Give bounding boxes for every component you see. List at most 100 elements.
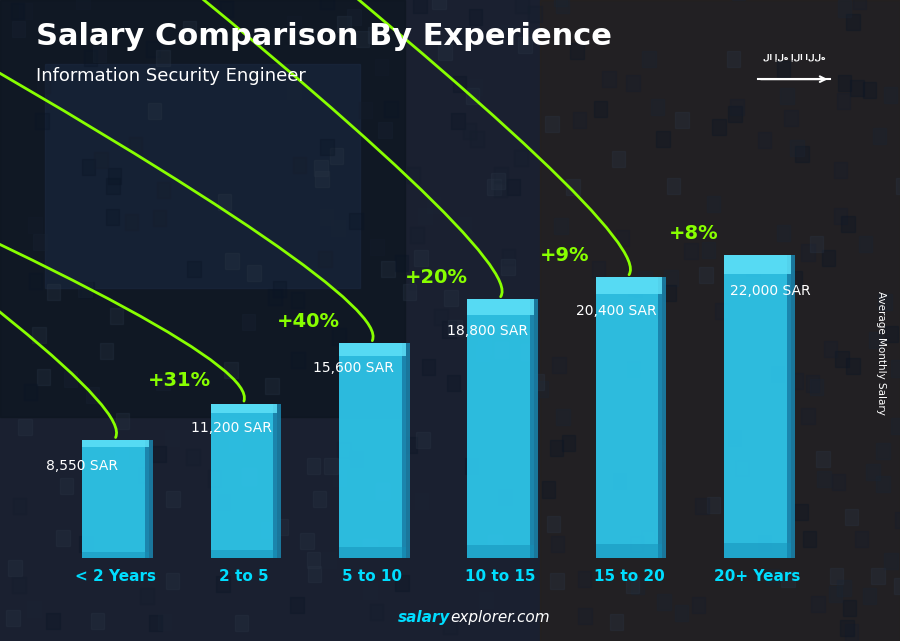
Bar — [273, 281, 286, 297]
Bar — [578, 571, 591, 587]
Bar — [152, 446, 166, 462]
Bar — [724, 542, 791, 558]
Bar — [542, 481, 555, 497]
Bar — [514, 150, 527, 166]
Bar — [667, 178, 680, 194]
Bar — [13, 577, 26, 593]
Bar — [554, 0, 567, 6]
Bar — [333, 470, 346, 486]
Bar — [291, 292, 304, 308]
Bar — [777, 226, 790, 242]
Bar — [843, 600, 857, 616]
Bar — [716, 303, 729, 319]
Bar — [494, 167, 508, 183]
Bar — [110, 308, 123, 324]
Bar — [877, 443, 890, 459]
Bar — [692, 597, 706, 613]
Bar — [895, 512, 900, 528]
Bar — [8, 560, 22, 576]
Bar — [216, 576, 230, 592]
Bar — [187, 261, 201, 277]
Bar — [37, 77, 50, 93]
Bar — [148, 103, 161, 119]
Bar — [350, 451, 364, 467]
Bar — [830, 569, 843, 585]
Bar — [332, 328, 346, 344]
Bar — [76, 0, 90, 8]
Bar — [224, 413, 238, 429]
Bar — [379, 122, 392, 138]
Text: 11,200 SAR: 11,200 SAR — [191, 422, 272, 435]
Bar — [817, 471, 831, 487]
Bar — [480, 592, 493, 608]
Bar — [116, 413, 130, 429]
Bar — [551, 536, 564, 552]
Bar — [320, 209, 333, 225]
Text: 22,000 SAR: 22,000 SAR — [730, 283, 811, 297]
Bar — [79, 536, 93, 552]
Bar — [789, 374, 803, 390]
Bar — [292, 353, 305, 369]
Bar — [597, 425, 610, 441]
Bar — [463, 122, 476, 138]
Bar — [33, 234, 47, 250]
Text: Information Security Engineer: Information Security Engineer — [36, 67, 306, 85]
Bar — [634, 488, 647, 504]
Bar — [891, 419, 900, 435]
Bar — [229, 436, 242, 452]
Bar — [470, 131, 483, 147]
Bar — [885, 326, 898, 342]
Bar — [838, 75, 851, 91]
Bar — [552, 357, 565, 373]
Bar — [82, 440, 149, 447]
Bar — [432, 0, 446, 10]
Bar — [833, 162, 847, 178]
Bar — [140, 588, 154, 604]
Bar — [274, 404, 282, 558]
Bar — [642, 51, 655, 67]
Bar — [556, 409, 570, 425]
Bar — [610, 614, 624, 630]
Bar — [315, 171, 328, 187]
Bar — [547, 515, 561, 531]
Bar — [724, 256, 791, 274]
Bar — [413, 0, 427, 13]
Bar — [158, 614, 171, 630]
Bar — [755, 494, 769, 510]
Bar — [265, 378, 278, 394]
Bar — [616, 230, 629, 246]
Bar — [702, 242, 716, 258]
Bar — [835, 351, 849, 367]
Bar — [414, 250, 427, 266]
Bar — [832, 474, 845, 490]
Bar — [803, 531, 816, 547]
Bar — [384, 101, 398, 117]
Bar — [841, 620, 854, 636]
Bar — [268, 289, 282, 305]
Bar — [545, 116, 559, 132]
Bar — [554, 218, 568, 234]
Bar — [758, 535, 771, 551]
Bar — [287, 83, 301, 99]
Bar — [478, 338, 491, 354]
Bar — [19, 3, 32, 19]
Bar — [467, 299, 534, 558]
Bar — [125, 214, 139, 230]
Bar — [23, 384, 37, 400]
Bar — [530, 299, 538, 558]
Bar — [628, 281, 642, 297]
Bar — [217, 494, 230, 510]
Bar — [458, 217, 472, 233]
Bar — [108, 168, 122, 184]
Bar — [770, 365, 784, 381]
Bar — [307, 553, 320, 569]
Bar — [84, 50, 97, 66]
Bar — [115, 443, 129, 459]
Bar — [594, 101, 608, 117]
Bar — [331, 220, 345, 236]
Bar — [863, 588, 877, 604]
Bar — [395, 575, 409, 591]
Bar — [894, 578, 900, 594]
Bar — [540, 0, 900, 641]
Bar — [28, 601, 41, 617]
